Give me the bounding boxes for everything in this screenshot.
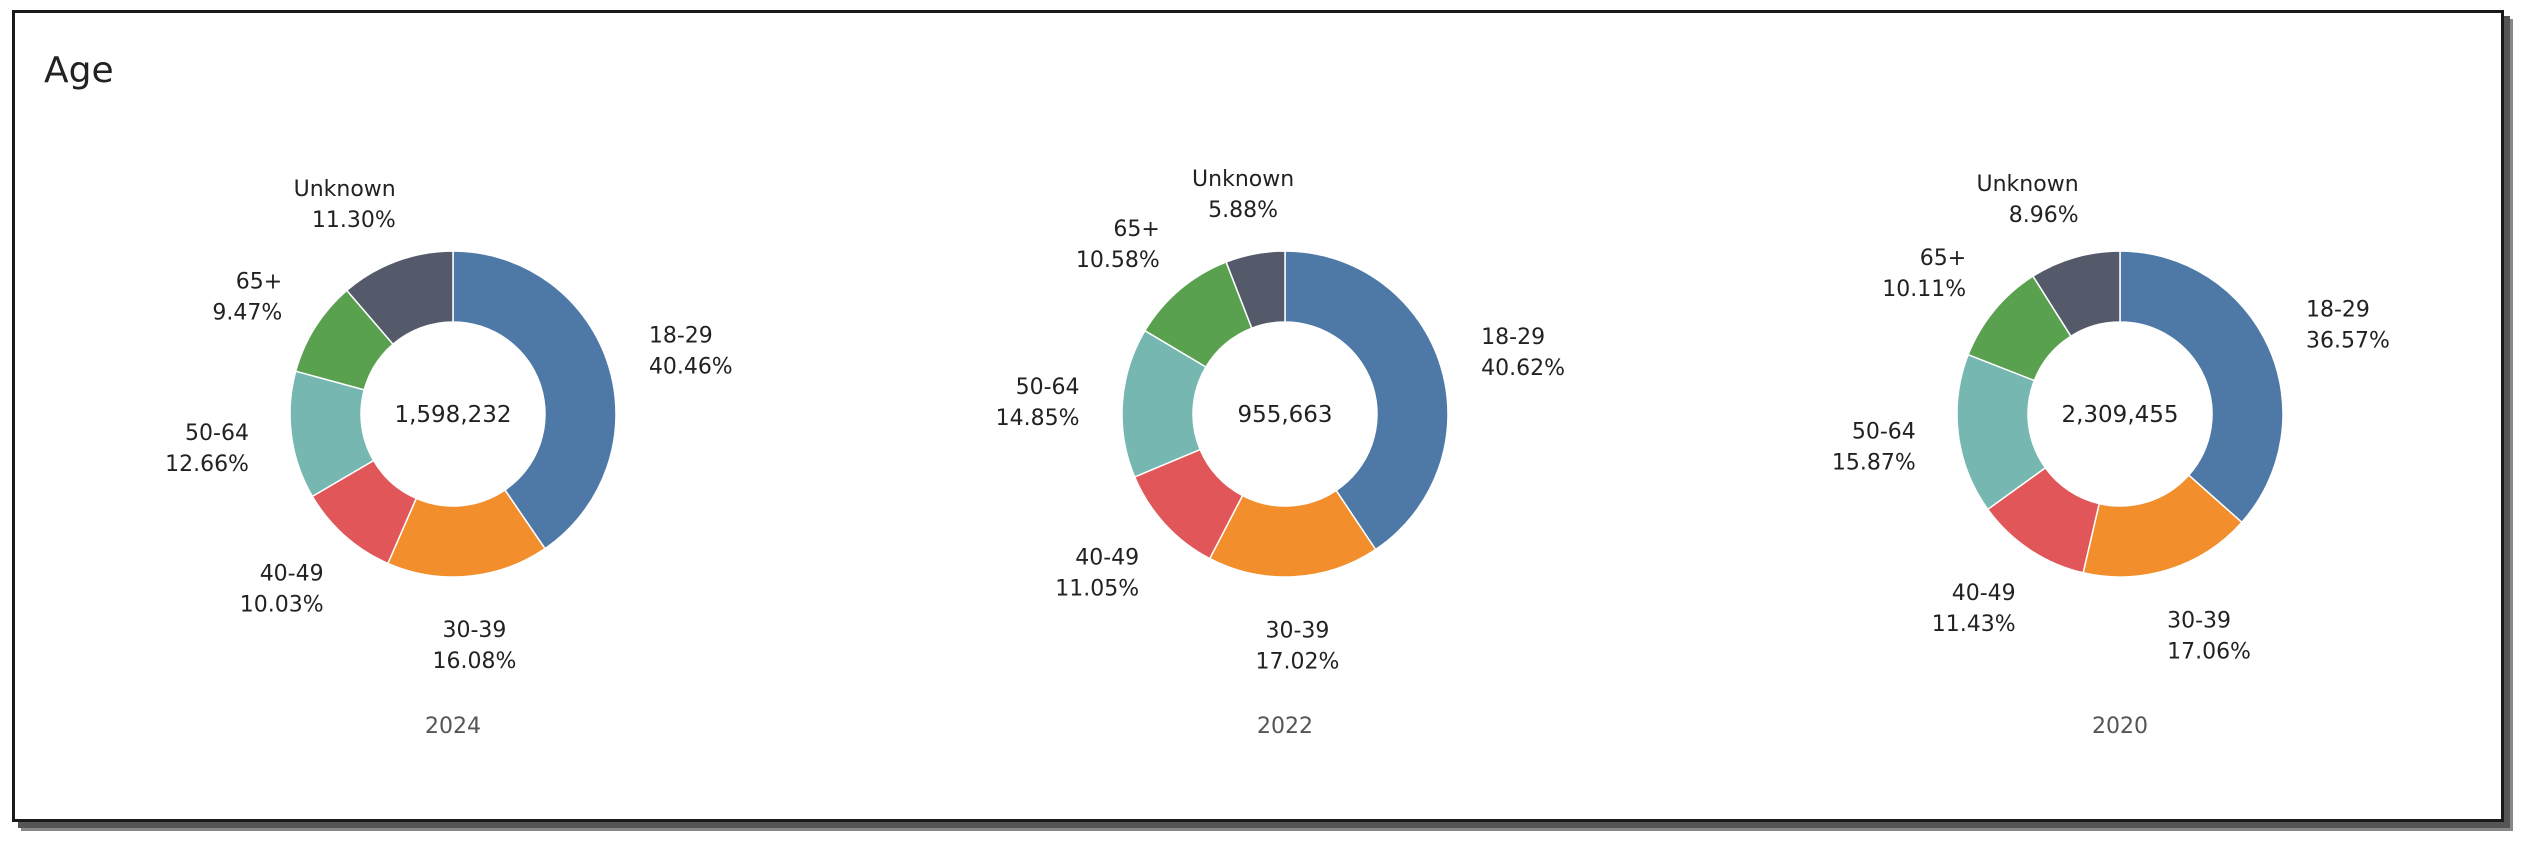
slice-category-label: 65+	[1920, 246, 1966, 271]
slice-category-label: 18-29	[649, 324, 713, 349]
donut-slice-2022-unknown[interactable]	[1225, 250, 1286, 330]
slice-percent-label: 10.11%	[1882, 277, 1966, 302]
slice-category-label: 40-49	[260, 562, 324, 587]
donut-slice-2020-18-29[interactable]	[2119, 250, 2284, 524]
donut-slice-2024-unknown[interactable]	[345, 250, 454, 346]
donut-center-total: 955,663	[1237, 402, 1332, 428]
slice-percent-label: 11.05%	[1055, 576, 1139, 601]
chart-year-label: 2020	[2092, 714, 2148, 739]
panel-title: Age	[44, 50, 114, 91]
slice-percent-label: 36.57%	[2306, 329, 2390, 354]
donut-slice-2020-unknown[interactable]	[2031, 250, 2121, 338]
slice-category-label: 30-39	[442, 618, 506, 643]
slice-category-label: 65+	[236, 269, 282, 294]
donut-center-total: 2,309,455	[2061, 402, 2178, 428]
slice-percent-label: 5.88%	[1208, 198, 1278, 223]
slice-percent-label: 40.62%	[1481, 356, 1565, 381]
slice-percent-label: 8.96%	[2009, 203, 2079, 228]
slice-category-label: 50-64	[1852, 420, 1916, 445]
slice-category-label: 40-49	[1075, 545, 1139, 570]
slice-percent-label: 12.66%	[165, 452, 249, 477]
chart-panel	[12, 10, 2504, 822]
slice-category-label: 18-29	[1481, 325, 1545, 350]
donut-center-total: 1,598,232	[394, 402, 511, 428]
chart-year-label: 2024	[425, 714, 481, 739]
slice-percent-label: 14.85%	[996, 406, 1080, 431]
slice-category-label: 18-29	[2306, 298, 2370, 323]
slice-category-label: 50-64	[185, 421, 249, 446]
slice-category-label: Unknown	[1977, 172, 2079, 197]
donut-slice-2024-18-29[interactable]	[452, 250, 617, 550]
slice-percent-label: 9.47%	[212, 300, 282, 325]
slice-category-label: 30-39	[1265, 619, 1329, 644]
slice-category-label: Unknown	[294, 177, 396, 202]
slice-category-label: 40-49	[1952, 581, 2016, 606]
slice-category-label: Unknown	[1192, 167, 1294, 192]
donut-slice-2022-18-29[interactable]	[1284, 250, 1449, 551]
slice-category-label: 50-64	[1016, 375, 1080, 400]
slice-percent-label: 15.87%	[1832, 451, 1916, 476]
slice-category-label: 65+	[1113, 217, 1159, 242]
slice-percent-label: 10.58%	[1076, 248, 1160, 273]
slice-percent-label: 10.03%	[240, 593, 324, 618]
chart-year-label: 2022	[1257, 714, 1313, 739]
slice-percent-label: 40.46%	[649, 355, 733, 380]
slice-percent-label: 17.02%	[1256, 650, 1340, 675]
slice-category-label: 30-39	[2167, 608, 2231, 633]
slice-percent-label: 16.08%	[433, 649, 517, 674]
slice-percent-label: 17.06%	[2167, 639, 2251, 664]
slice-percent-label: 11.43%	[1932, 612, 2016, 637]
slice-percent-label: 11.30%	[312, 208, 396, 233]
